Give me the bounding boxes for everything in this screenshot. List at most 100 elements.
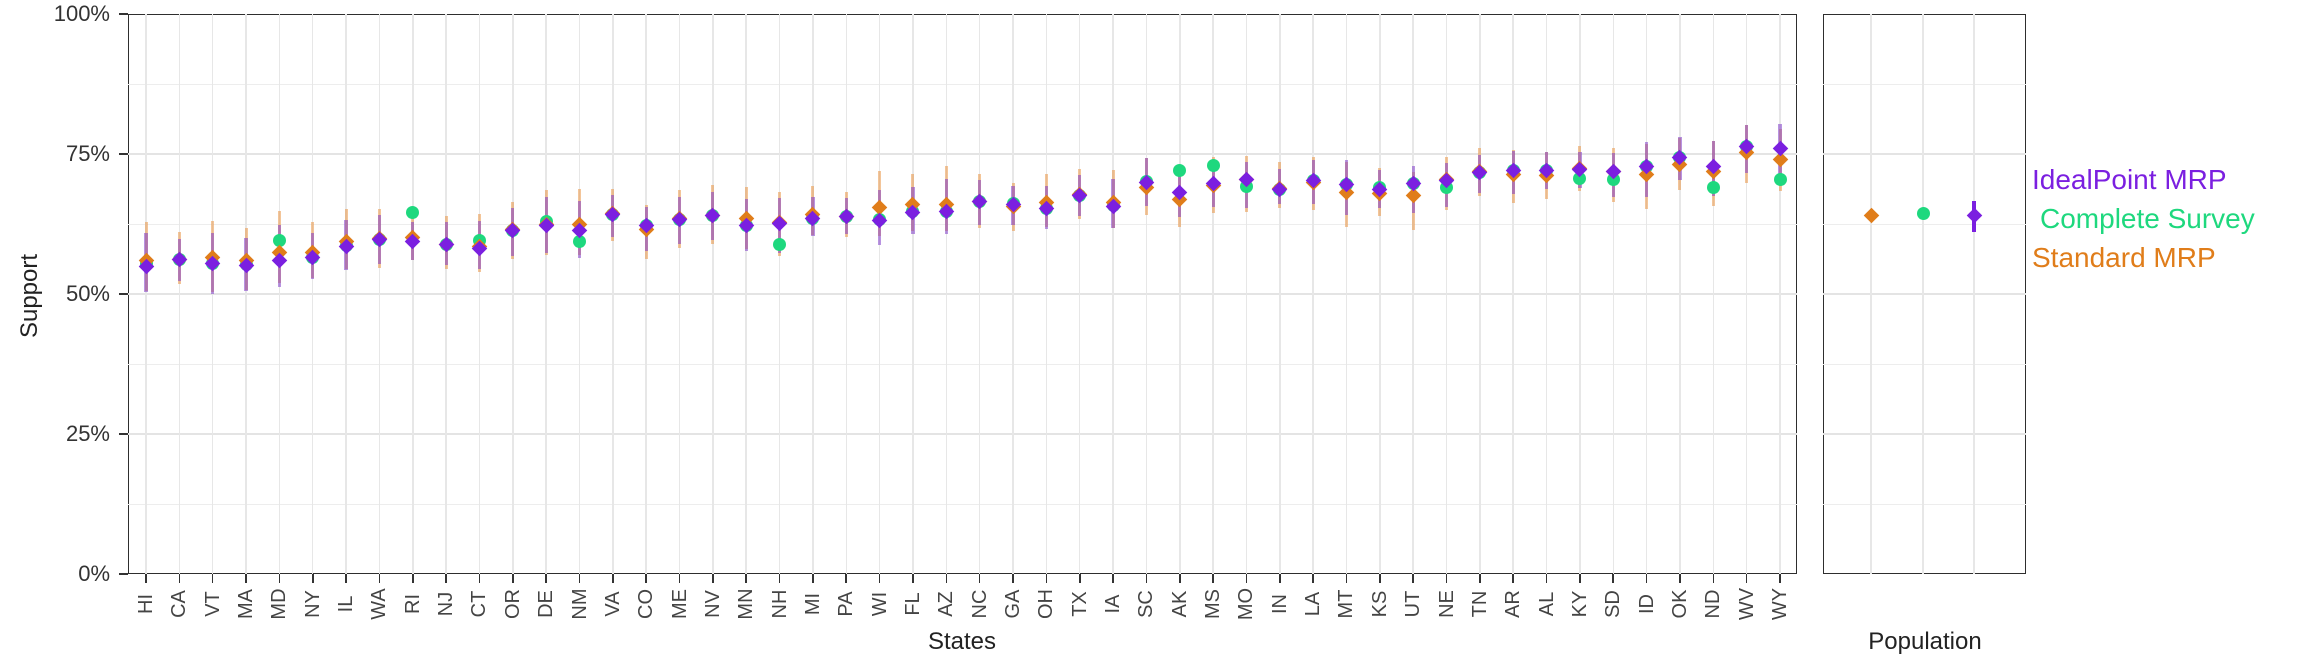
x-tick-mark — [445, 574, 447, 583]
x-tick-label-LA: LA — [1302, 591, 1325, 617]
y-tick-label: 100% — [53, 1, 110, 26]
gridline-vertical-state — [211, 14, 214, 574]
x-tick-label-NM: NM — [568, 588, 591, 620]
x-tick-label-KY: KY — [1568, 590, 1591, 618]
legend: IdealPoint MRP Complete Survey Standard … — [2032, 160, 2255, 277]
x-tick-label-VT: VT — [201, 591, 224, 617]
x-tick-mark — [345, 574, 347, 583]
y-tick-mark — [119, 293, 128, 295]
gridline-vertical-state — [812, 14, 814, 574]
gridline-vertical-state — [1179, 14, 1181, 574]
x-tick-mark — [411, 574, 414, 583]
x-tick-mark — [1212, 574, 1214, 583]
gridline-vertical-state — [1245, 14, 1248, 574]
gridline-vertical-state — [1412, 14, 1414, 574]
x-tick-mark — [1278, 574, 1281, 583]
gridline-vertical-state — [1212, 14, 1214, 574]
gridline-vertical-state — [1612, 14, 1614, 574]
gridline-vertical-state — [912, 14, 914, 574]
y-tick-label: 0% — [78, 561, 110, 586]
complete-survey-point — [272, 234, 286, 248]
legend-item-standard-mrp: Standard MRP — [2032, 242, 2216, 273]
gridline-vertical-state — [578, 14, 581, 574]
x-tick-mark — [378, 574, 381, 583]
x-tick-mark — [478, 574, 481, 583]
y-tick-mark — [119, 13, 128, 15]
gridline-vertical-state — [478, 14, 481, 574]
x-tick-mark — [278, 574, 281, 583]
x-tick-label-RI: RI — [401, 594, 424, 614]
x-axis-title-population: Population — [1868, 628, 1982, 655]
x-tick-label-NJ: NJ — [435, 591, 458, 617]
legend-item-complete-survey: Complete Survey — [2040, 203, 2255, 234]
x-tick-mark — [1012, 574, 1014, 583]
gridline-vertical-state — [1078, 14, 1081, 574]
gridline-vertical-state — [445, 14, 447, 574]
x-tick-mark — [645, 574, 647, 583]
gridline-vertical-state — [1279, 14, 1281, 574]
x-tick-label-HI: HI — [135, 594, 157, 614]
x-tick-label-KS: KS — [1368, 590, 1391, 618]
gridline-vertical-facet — [1922, 14, 1924, 574]
x-tick-label-AZ: AZ — [935, 591, 958, 617]
gridline-vertical-state — [1779, 14, 1781, 574]
gridline-vertical-state — [1479, 14, 1481, 574]
y-tick-mark — [119, 573, 128, 575]
x-tick-label-IA: IA — [1102, 594, 1125, 614]
gridline-vertical-state — [412, 14, 414, 574]
x-tick-mark — [912, 574, 914, 583]
gridline-major-facet — [1823, 153, 2026, 155]
x-tick-mark — [1612, 574, 1615, 583]
y-tick-mark — [119, 153, 128, 155]
x-tick-label-OK: OK — [1668, 589, 1691, 619]
x-tick-label-DE: DE — [535, 590, 558, 618]
x-tick-label-MO: MO — [1235, 587, 1258, 621]
x-tick-mark — [612, 574, 614, 583]
x-tick-label-CT: CT — [468, 590, 491, 618]
x-tick-label-NY: NY — [301, 590, 324, 618]
x-tick-label-ME: ME — [668, 589, 691, 619]
gridline-minor-main — [128, 363, 1797, 365]
x-tick-mark — [1479, 574, 1481, 583]
x-tick-label-VA: VA — [601, 591, 624, 617]
gridline-vertical-state — [678, 14, 681, 574]
x-tick-mark — [545, 574, 547, 583]
complete-survey-point — [1773, 172, 1787, 186]
x-tick-label-WY: WY — [1769, 587, 1791, 621]
x-tick-label-GA: GA — [1002, 589, 1025, 619]
x-tick-mark — [145, 574, 147, 583]
x-tick-mark — [1379, 574, 1381, 583]
y-tick-label: 75% — [65, 141, 110, 166]
x-tick-mark — [311, 574, 314, 583]
gridline-minor-facet — [1823, 363, 2026, 365]
x-tick-mark — [578, 574, 581, 583]
gridline-minor-facet — [1823, 83, 2026, 85]
x-tick-label-TX: TX — [1068, 591, 1091, 617]
x-tick-label-OR: OR — [501, 589, 524, 619]
population-survey-point — [1916, 206, 1930, 220]
gridline-vertical-state — [712, 14, 714, 574]
x-tick-mark — [778, 574, 781, 583]
x-tick-label-MN: MN — [735, 588, 758, 620]
y-tick-label: 50% — [65, 281, 110, 306]
gridline-vertical-state — [612, 14, 614, 574]
gridline-vertical-state — [1312, 14, 1314, 574]
gridline-vertical-state — [845, 14, 848, 574]
gridline-vertical-facet — [1973, 14, 1975, 574]
gridline-vertical-state — [1012, 14, 1014, 574]
gridline-vertical-state — [345, 14, 347, 574]
x-tick-mark — [1579, 574, 1581, 583]
gridline-vertical-state — [945, 14, 948, 574]
gridline-minor-facet — [1823, 503, 2026, 505]
x-tick-label-WV: WV — [1735, 587, 1758, 621]
gridline-vertical-state — [145, 14, 147, 574]
gridline-vertical-state — [512, 14, 514, 574]
x-tick-mark — [878, 574, 881, 583]
gridline-major-main — [128, 433, 1797, 435]
x-tick-mark — [1779, 574, 1781, 583]
gridline-vertical-state — [245, 14, 247, 574]
gridline-vertical-state — [1579, 14, 1581, 574]
x-tick-mark — [1145, 574, 1148, 583]
gridline-minor-main — [128, 83, 1797, 85]
